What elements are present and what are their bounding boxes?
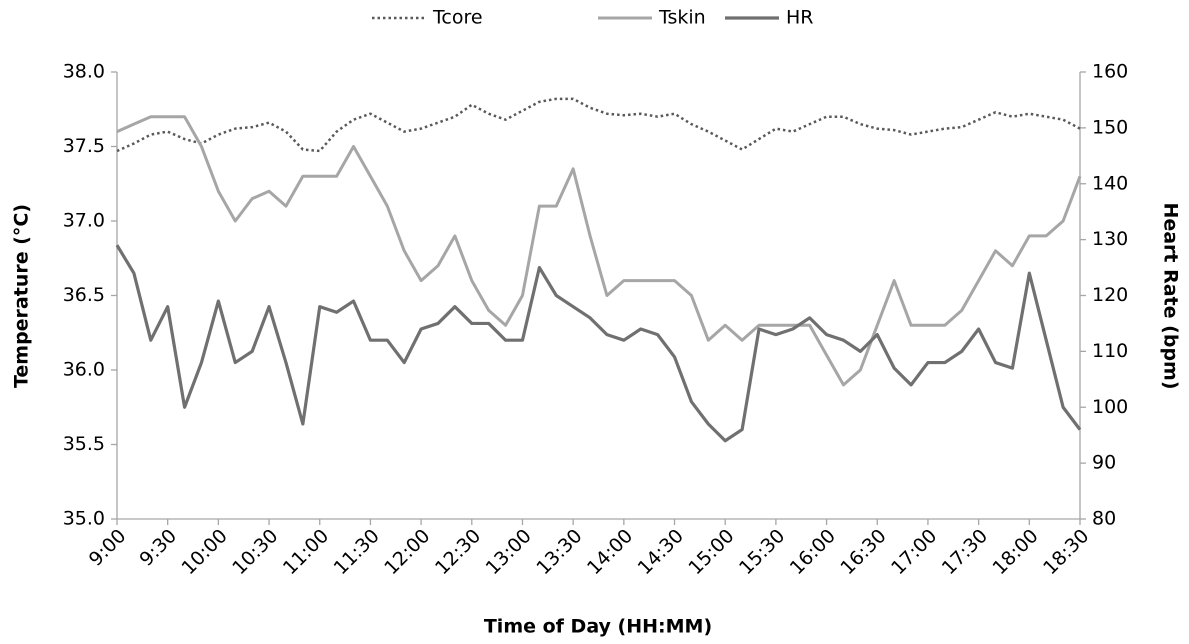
y2-tick-label: 110 — [1092, 340, 1128, 362]
x-tick-label: 13:30 — [532, 525, 586, 579]
y-tick-label: 36.0 — [63, 359, 105, 381]
x-tick-label: 9:30 — [135, 525, 181, 571]
series-line — [116, 97, 1081, 153]
x-tick-label: 16:00 — [786, 525, 840, 579]
y2-tick-label: 160 — [1092, 61, 1128, 83]
series-line — [115, 244, 1082, 443]
x-tick-label: 14:00 — [583, 525, 637, 579]
x-tick-label: 9:00 — [85, 525, 131, 571]
x-tick-label: 17:00 — [887, 525, 941, 579]
y2-tick-label: 150 — [1092, 116, 1128, 138]
x-tick-label: 15:30 — [735, 525, 789, 579]
x-tick-label: 12:00 — [380, 525, 434, 579]
y2-tick-label: 90 — [1092, 452, 1116, 474]
y2-axis-title: Heart Rate (bpm) — [1160, 202, 1182, 389]
x-tick-label: 16:30 — [836, 525, 890, 579]
legend-label: Tskin — [658, 7, 706, 29]
x-tick-label: 10:30 — [228, 525, 282, 579]
x-tick-label: 15:00 — [684, 525, 738, 579]
x-axis-title: Time of Day (HH:MM) — [484, 616, 712, 638]
x-tick-label: 13:00 — [482, 525, 536, 579]
legend-label: HR — [786, 7, 814, 29]
y2-tick-label: 100 — [1092, 396, 1128, 418]
y2-tick-label: 80 — [1092, 508, 1116, 530]
y-tick-label: 36.5 — [63, 284, 105, 306]
x-tick-label: 10:00 — [178, 525, 232, 579]
y2-tick-label: 130 — [1092, 228, 1128, 250]
y-tick-label: 37.0 — [63, 210, 105, 232]
y-tick-label: 35.5 — [63, 433, 105, 455]
x-tick-label: 11:00 — [279, 525, 333, 579]
y2-tick-label: 140 — [1092, 172, 1128, 194]
x-tick-label: 18:30 — [1039, 525, 1093, 579]
x-tick-label: 12:30 — [431, 525, 485, 579]
x-tick-label: 14:30 — [634, 525, 688, 579]
series-line — [116, 115, 1082, 387]
x-tick-label: 11:30 — [330, 525, 384, 579]
x-tick-label: 18:00 — [988, 525, 1042, 579]
y-tick-label: 35.0 — [63, 508, 105, 530]
y2-tick-label: 120 — [1092, 284, 1128, 306]
legend-label: Tcore — [432, 7, 483, 29]
x-tick-label: 17:30 — [938, 525, 992, 579]
y-tick-label: 37.5 — [63, 135, 105, 157]
y-tick-label: 38.0 — [63, 61, 105, 83]
y-axis-title: Temperature (°C) — [11, 204, 33, 388]
